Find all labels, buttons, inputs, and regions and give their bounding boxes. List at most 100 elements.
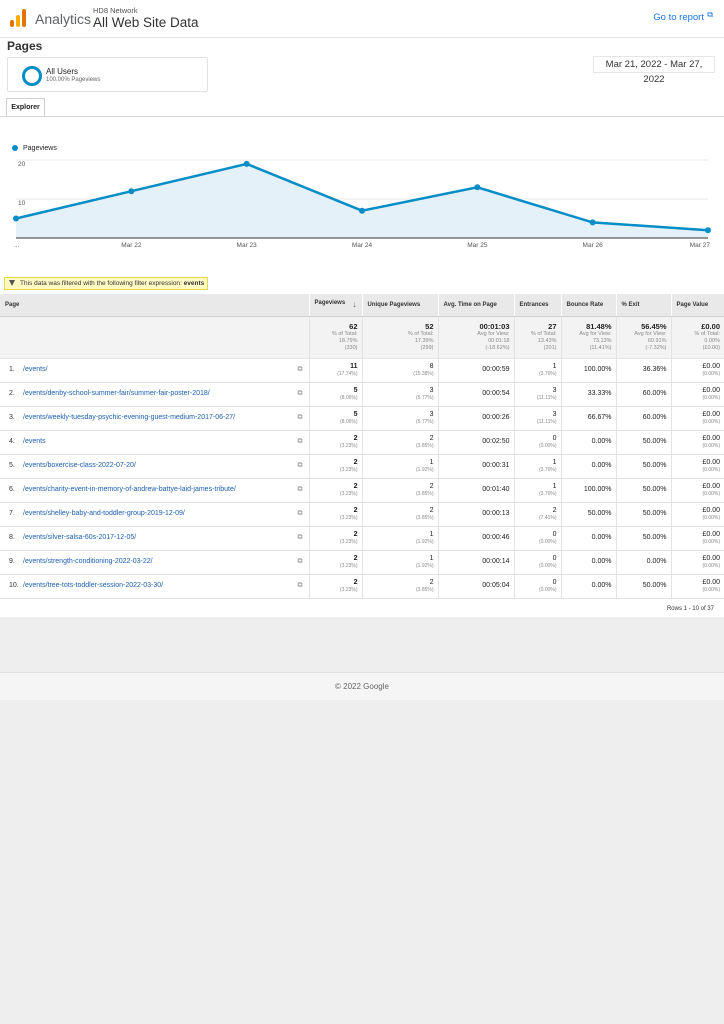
total-sub-value: 00:01:18 — [488, 337, 510, 344]
pageviews-cell: 11 (17.74%) — [308, 358, 362, 383]
page-cell: 7. /events/shelley-baby-and-toddler-group… — [0, 502, 309, 527]
unique-pageviews-percent: (3.85%) — [415, 443, 434, 449]
exit-value: 60.00% — [642, 414, 667, 421]
page-path-link[interactable]: /events/tree-tots-toddler-session-2022-0… — [23, 582, 164, 589]
report-page: Analytics HD8 Network All Web Site Data … — [0, 0, 724, 700]
page-path-link[interactable]: /events/ — [23, 366, 48, 373]
page-path-link[interactable]: /events/silver-salsa-60s-2017-12-05/ — [23, 534, 137, 541]
entrances-cell: 0 (0.00%) — [513, 526, 561, 551]
analytics-logo-icon[interactable] — [10, 9, 26, 27]
avg-time-cell: 00:00:59 — [437, 358, 514, 383]
page-path-link[interactable]: /events/weekly-tuesday-psychic-evening-g… — [23, 414, 236, 421]
chart-point — [243, 160, 250, 167]
col-header-pageviews-label: Pageviews — [314, 300, 346, 307]
exit-cell: 50.00% — [615, 454, 671, 479]
x-tick-label: Mar 27 — [690, 242, 711, 249]
go-to-report-link[interactable]: Go to report — [653, 12, 704, 23]
col-header-page-value[interactable]: Page Value — [670, 294, 724, 317]
entrances-value: 0 — [552, 435, 557, 442]
entrances-percent: (3.70%) — [538, 491, 557, 497]
entrances-value: 3 — [552, 411, 557, 418]
open-in-new-window-icon[interactable]: ⧉ — [297, 582, 303, 589]
avg-time-value: 00:00:54 — [482, 390, 510, 397]
page-path-link[interactable]: /events/denby-school-summer-fair/summer-… — [23, 390, 210, 397]
tab-explorer[interactable]: Explorer — [6, 98, 45, 116]
unique-pageviews-percent: (5.77%) — [415, 419, 434, 425]
col-header-page[interactable]: Page — [0, 294, 309, 317]
page-bottom-space — [0, 617, 724, 672]
col-header-bounce-rate[interactable]: Bounce Rate — [560, 294, 616, 317]
page-value-percent: (0.00%) — [702, 371, 720, 377]
chart-point — [13, 215, 19, 222]
open-in-new-window-icon[interactable]: ⧉ — [297, 486, 303, 493]
bounce-rate-value: 50.00% — [587, 510, 612, 517]
table-row: 1./events/⧉ 11 (17.74%) 8 (15.38%) 00:00:59 1(… — [0, 358, 724, 383]
external-link-icon[interactable]: ⧉ — [707, 10, 713, 19]
open-in-new-window-icon[interactable]: ⧉ — [297, 438, 303, 445]
avg-time-value: 00:05:04 — [482, 582, 510, 589]
segment-card[interactable]: All Users 100.00% Pageviews — [7, 57, 208, 92]
row-index: 4. — [9, 438, 15, 445]
page-value-cell: £0.00 (0.00%) — [670, 526, 724, 551]
chart-legend[interactable]: Pageviews — [12, 145, 57, 152]
page-path-link[interactable]: /events/boxercise-class-2022-07-20/ — [23, 462, 136, 469]
segment-name: All Users — [46, 67, 79, 76]
total-cell: 00:01:03 Avg for View: 00:01:18 (-18.62%) — [437, 316, 514, 359]
total-sub-value: 18.79% — [338, 337, 358, 344]
page-value-cell: £0.00 (0.00%) — [670, 574, 724, 599]
table-header-row: Page Pageviews ↓ Unique Pageviews Avg. Ti… — [0, 294, 724, 317]
x-tick-label: Mar 25 — [467, 242, 488, 249]
exit-cell: 0.00% — [615, 550, 671, 575]
property-view-name[interactable]: All Web Site Data — [93, 15, 199, 30]
pageviews-cell: 5 (8.06%) — [308, 382, 362, 407]
total-value: 00:01:03 — [479, 321, 510, 331]
avg-time-cell: 00:00:13 — [437, 502, 514, 527]
pageviews-value: 2 — [353, 435, 358, 442]
avg-time-cell: 00:00:31 — [437, 454, 514, 479]
open-in-new-window-icon[interactable]: ⧉ — [297, 366, 303, 373]
segment-circle-icon — [22, 66, 42, 86]
avg-time-value: 00:00:59 — [482, 366, 510, 373]
entrances-value: 2 — [552, 507, 557, 514]
unique-pageviews-percent: (3.85%) — [415, 587, 434, 593]
bounce-rate-value: 0.00% — [591, 438, 612, 445]
page-value: £0.00 — [702, 579, 720, 586]
pageviews-percent: (8.06%) — [339, 419, 358, 425]
bounce-rate-value: 0.00% — [591, 534, 612, 541]
open-in-new-window-icon[interactable]: ⧉ — [297, 534, 303, 541]
pageviews-value: 2 — [353, 579, 358, 586]
col-header-avg-time[interactable]: Avg. Time on Page — [437, 294, 514, 317]
open-in-new-window-icon[interactable]: ⧉ — [297, 510, 303, 517]
entrances-value: 1 — [552, 363, 557, 370]
open-in-new-window-icon[interactable]: ⧉ — [297, 462, 303, 469]
table-row: 7. /events/shelley-baby-and-toddler-group… — [0, 502, 724, 527]
open-in-new-window-icon[interactable]: ⧉ — [297, 390, 303, 397]
open-in-new-window-icon[interactable]: ⧉ — [297, 414, 303, 421]
unique-pageviews-cell: 1 (1.92%) — [361, 454, 438, 479]
sort-down-arrow-icon[interactable]: ↓ — [352, 300, 357, 310]
open-in-new-window-icon[interactable]: ⧉ — [297, 558, 303, 565]
unique-pageviews-cell: 2 (3.85%) — [361, 430, 438, 455]
table-row: 6. /events/charity-event-in-memory-of-and… — [0, 478, 724, 503]
col-header-unique-pageviews[interactable]: Unique Pageviews — [361, 294, 438, 317]
page-path-link[interactable]: /events/shelley-baby-and-toddler-group-2… — [23, 510, 185, 517]
bounce-rate-cell: 50.00% — [560, 502, 616, 527]
pageviews-chart[interactable]: 20 10... Mar 22 Mar 23 Mar 24 Mar 25 Mar 26 Mar… — [0, 155, 724, 255]
col-header-pageviews[interactable]: Pageviews ↓ — [308, 294, 362, 317]
exit-value: 50.00% — [642, 486, 667, 493]
col-header-entrances[interactable]: Entrances — [513, 294, 561, 317]
entrances-value: 3 — [552, 387, 557, 394]
entrances-cell: 3 (11.11%) — [513, 406, 561, 431]
total-sub-value: 0.00% — [704, 337, 720, 344]
page-path-link[interactable]: /events/strength-conditioning-2022-03-22… — [23, 558, 153, 565]
account-network[interactable]: HD8 Network — [93, 6, 138, 15]
page-cell: 6. /events/charity-event-in-memory-of-and… — [0, 478, 309, 503]
date-range-picker[interactable]: Mar 21, 2022 - Mar 27, 2022 — [593, 56, 715, 85]
col-header-exit[interactable]: % Exit — [615, 294, 671, 317]
legend-dot-icon — [12, 145, 18, 151]
page-path-link[interactable]: /events/charity-event-in-memory-of-andre… — [23, 486, 236, 493]
pageviews-percent: (8.06%) — [339, 395, 358, 401]
pageviews-value: 2 — [353, 555, 358, 562]
page-path-link[interactable]: /events — [23, 438, 46, 445]
total-cell: 56.45% Avg for View: 60.91% (-7.32%) — [615, 316, 671, 359]
